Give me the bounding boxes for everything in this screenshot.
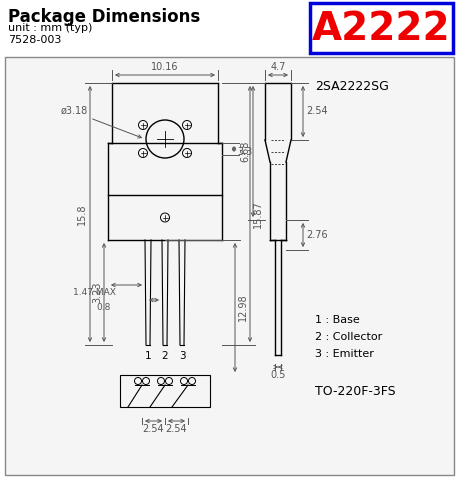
Text: 2.54: 2.54	[166, 424, 187, 434]
Text: 2: 2	[162, 351, 168, 361]
Text: 2.54: 2.54	[143, 424, 164, 434]
Text: 15.8: 15.8	[77, 203, 87, 225]
Text: 3.23: 3.23	[92, 282, 102, 303]
Text: ø3.18: ø3.18	[61, 106, 88, 116]
Text: 15.87: 15.87	[253, 200, 263, 228]
Text: 2.54: 2.54	[306, 107, 328, 117]
Text: 3.3: 3.3	[237, 147, 252, 157]
Text: 10.16: 10.16	[151, 62, 179, 72]
Text: 2 : Collector: 2 : Collector	[315, 332, 382, 342]
Bar	[310, 3, 453, 53]
Bar	[5, 57, 454, 475]
Text: TO-220F-3FS: TO-220F-3FS	[315, 385, 396, 398]
Text: Package Dimensions: Package Dimensions	[8, 8, 200, 26]
Text: 0.8: 0.8	[96, 303, 110, 312]
Text: 2.76: 2.76	[306, 230, 328, 240]
Text: unit : mm (typ): unit : mm (typ)	[8, 23, 92, 33]
Text: A2222: A2222	[312, 10, 451, 48]
Text: 0.5: 0.5	[270, 370, 285, 380]
Text: 3 : Emitter: 3 : Emitter	[315, 349, 374, 359]
Text: 12.98: 12.98	[238, 294, 248, 321]
Text: 4.7: 4.7	[270, 62, 285, 72]
Text: 3: 3	[179, 351, 185, 361]
Text: 1.47 MAX: 1.47 MAX	[73, 288, 116, 297]
Text: 7528-003: 7528-003	[8, 35, 62, 45]
Text: 6.68: 6.68	[240, 141, 250, 162]
Text: 1 : Base: 1 : Base	[315, 315, 360, 325]
Text: 2SA2222SG: 2SA2222SG	[315, 80, 389, 93]
Bar	[120, 375, 210, 407]
Text: 1: 1	[145, 351, 151, 361]
